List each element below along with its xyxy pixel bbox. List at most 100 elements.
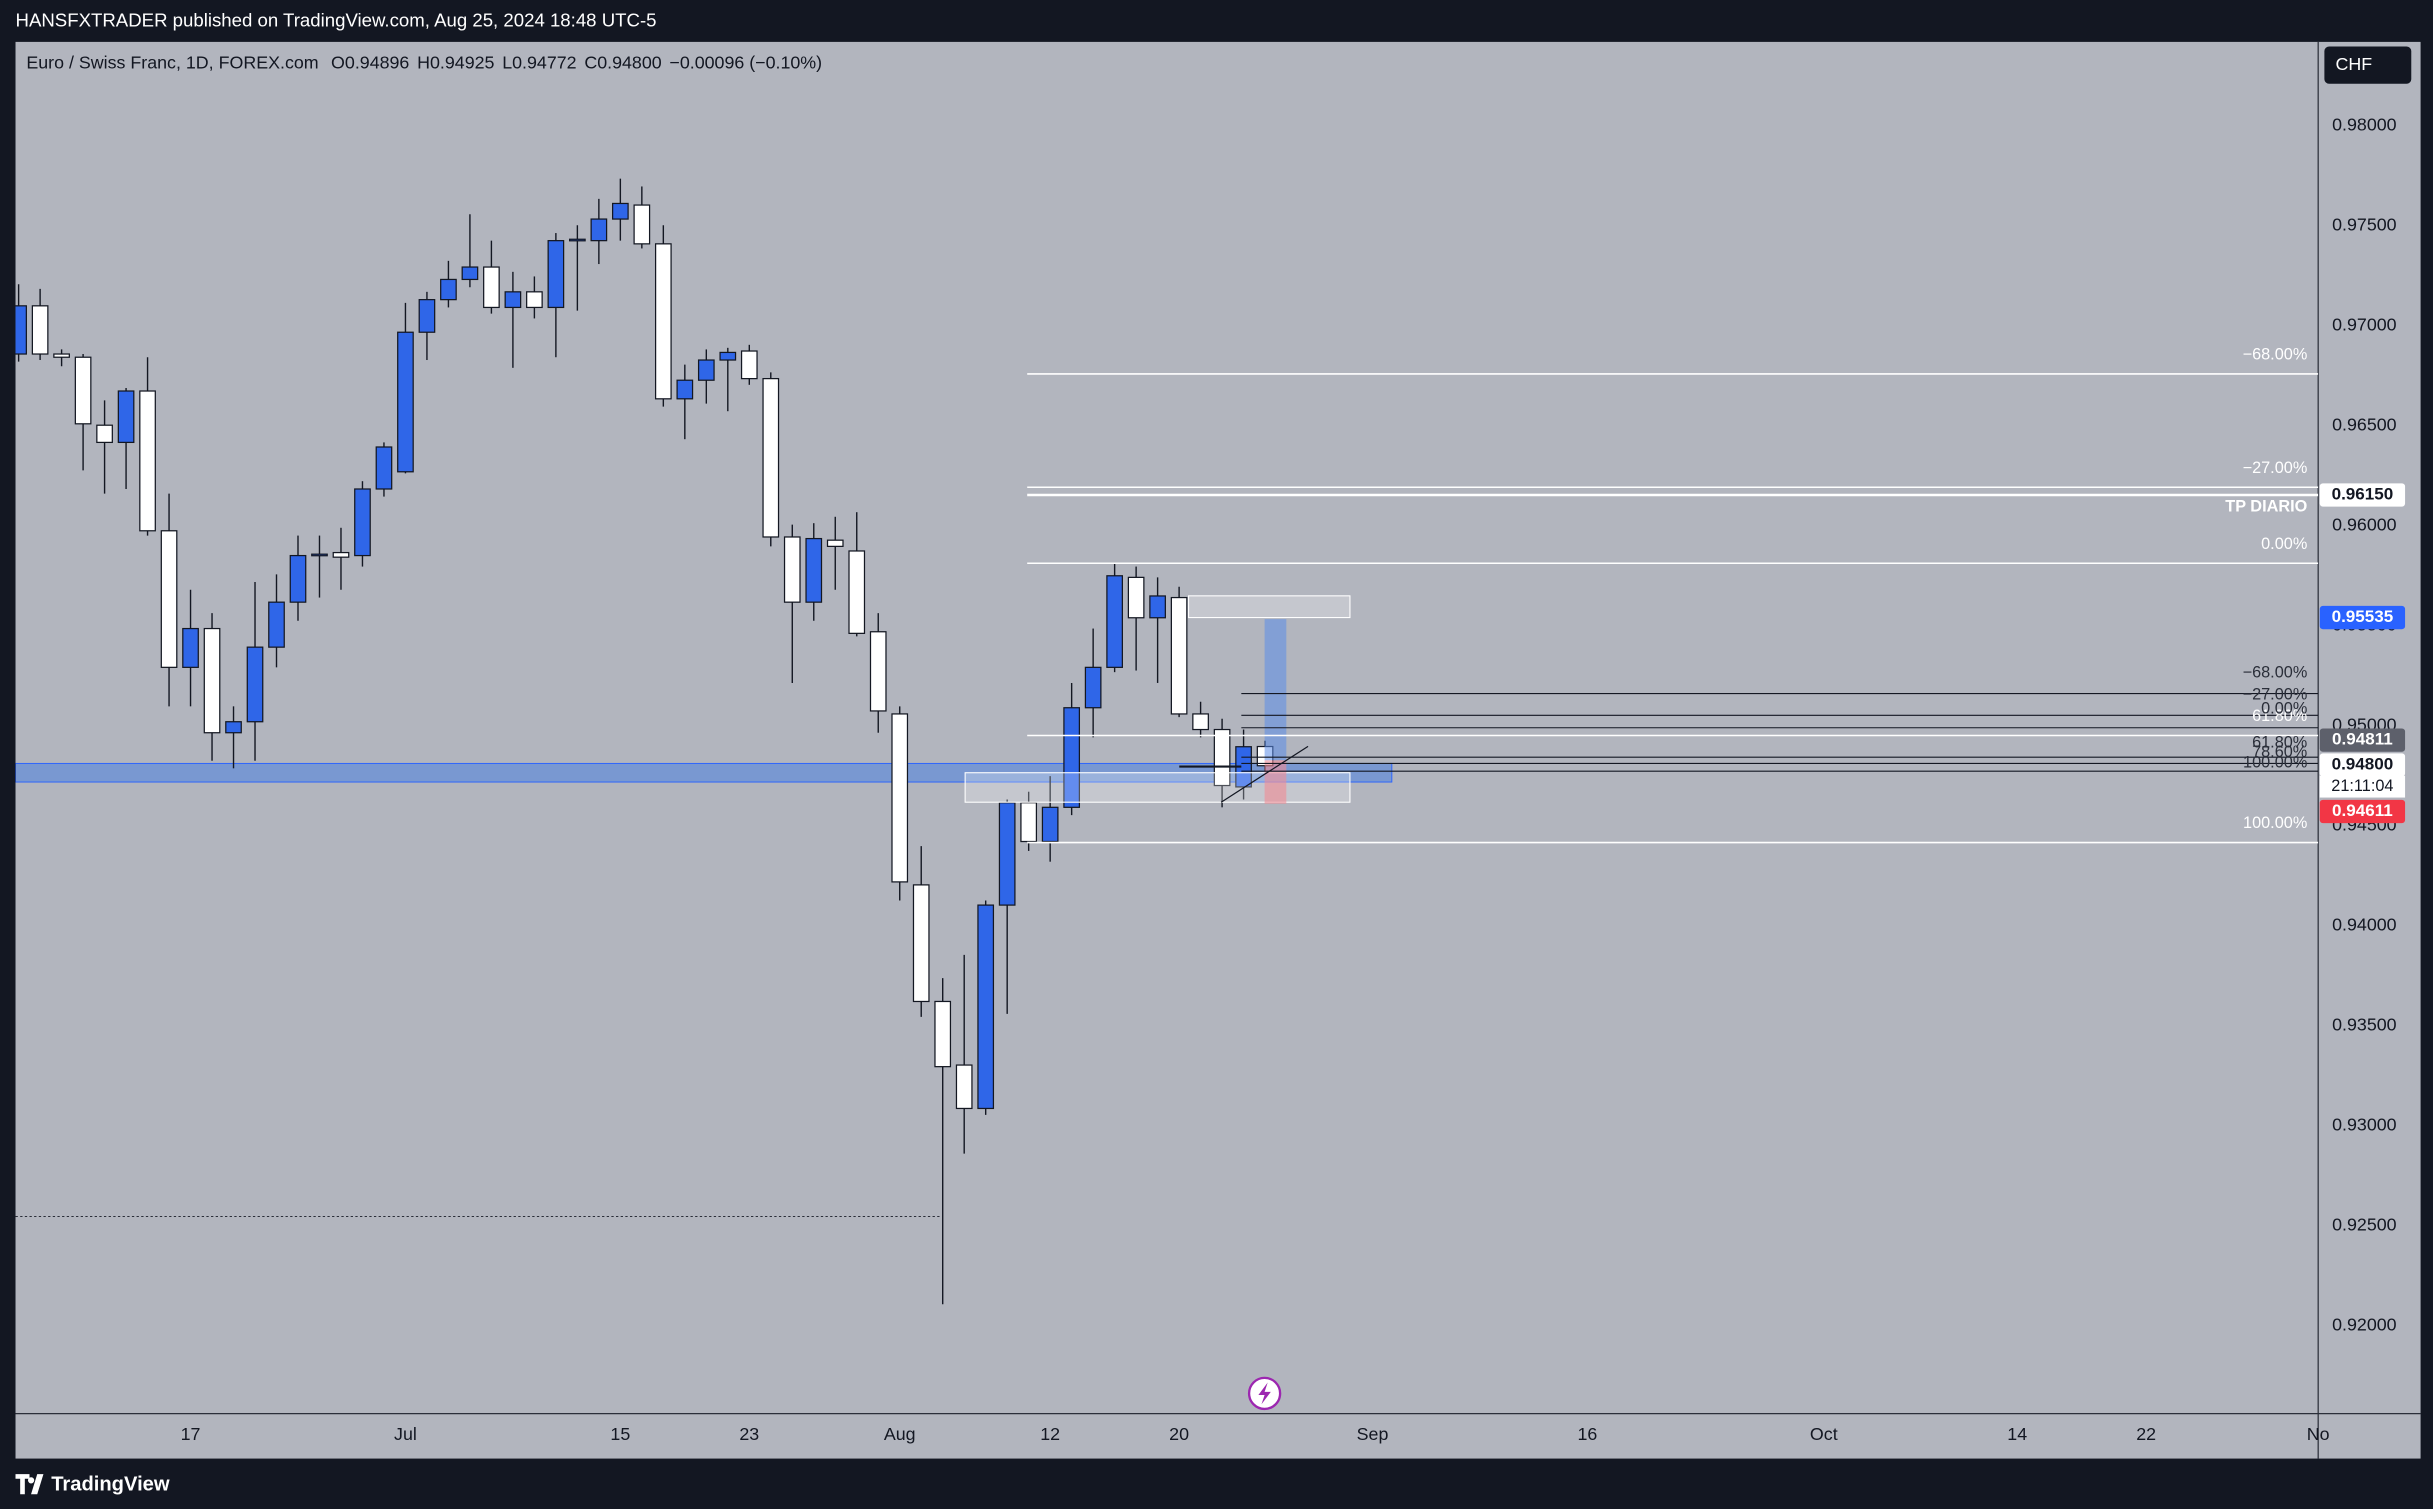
legend-value: 0.94772 — [512, 52, 577, 72]
candle-body — [654, 243, 672, 400]
zone-box — [964, 772, 1351, 803]
price-tag-label: 0.94811 — [2332, 730, 2393, 749]
x-tick-label: 23 — [739, 1424, 759, 1444]
price-tag — [2319, 799, 2406, 824]
candle-body — [697, 359, 715, 381]
y-tick-label: 0.98000 — [2332, 115, 2397, 135]
candle-body — [1192, 713, 1209, 731]
currency[interactable]: CHF — [2336, 54, 2373, 74]
event-icon[interactable] — [1247, 1376, 1282, 1411]
candle-body — [1084, 666, 1102, 709]
candle-body — [805, 537, 823, 603]
fib-lower — [1241, 693, 2319, 772]
price-tag — [2319, 775, 2406, 798]
candle-body — [1020, 802, 1038, 843]
legend-symbol: Euro / Swiss Franc, 1D, FOREX.com — [26, 52, 318, 72]
candle-body — [1170, 596, 1188, 715]
candle-body — [96, 424, 113, 444]
fib-label: −68.00% — [2243, 664, 2308, 682]
price-tag-label: 0.94800 — [2332, 754, 2394, 773]
currency-box[interactable] — [2324, 46, 2412, 84]
candle-body — [354, 488, 371, 557]
y-tick-label: 0.92500 — [2332, 1214, 2397, 1234]
fib-label: 100.00% — [2243, 754, 2307, 772]
trend-line — [1220, 745, 1309, 803]
candle-body — [74, 356, 92, 425]
candle-body — [1041, 806, 1059, 843]
fib-label: 100.00% — [2243, 814, 2307, 832]
footer-brand: TradingView — [51, 1473, 170, 1495]
x-tick-label: 17 — [181, 1424, 201, 1444]
y-tick-label: 0.96000 — [2332, 514, 2397, 534]
legend-change: −0.00096 (−0.10%) — [669, 52, 822, 72]
candle-body — [203, 627, 221, 734]
candle-body — [977, 904, 995, 1110]
x-tick-label: Oct — [1810, 1424, 1838, 1444]
fib-label: −27.00% — [2243, 685, 2308, 703]
candle-body — [31, 305, 49, 355]
tp-label: TP DIARIO — [2225, 498, 2307, 516]
x-tick-label: 12 — [1040, 1424, 1060, 1444]
x-tick-label: 16 — [1578, 1424, 1598, 1444]
price-tag — [2319, 728, 2406, 752]
fib-label: 0.00% — [2261, 699, 2307, 717]
candle-body — [740, 350, 758, 380]
fib-label: −68.00% — [2243, 346, 2308, 364]
candle-body — [53, 353, 70, 358]
x-tick-label: Aug — [884, 1424, 916, 1444]
fib-label: 0.00% — [2261, 535, 2307, 553]
legend-key: H — [417, 52, 430, 72]
x-tick-label: Sep — [1357, 1424, 1389, 1444]
candle-body — [225, 721, 242, 734]
x-tick-label: 14 — [2007, 1424, 2027, 1444]
candle-body — [375, 446, 393, 490]
x-tick-label: 15 — [610, 1424, 630, 1444]
candle-body — [246, 646, 264, 723]
legend: Euro / Swiss Franc, 1D, FOREX.com O0.9489… — [26, 52, 822, 72]
candle-body — [1063, 707, 1081, 808]
candle-body — [783, 536, 801, 603]
y-tick-label: 0.96500 — [2332, 415, 2397, 435]
price-tag-label: 0.94611 — [2332, 801, 2393, 820]
candle-body — [332, 551, 350, 558]
candle-body — [1149, 595, 1166, 619]
candle-body — [139, 390, 156, 532]
support-zone — [15, 762, 1393, 783]
candle-body — [547, 240, 565, 309]
candle-body — [1106, 575, 1123, 668]
drawings-back — [15, 762, 1393, 1218]
y-tick-label: 0.97000 — [2332, 315, 2397, 335]
candle-body — [912, 884, 930, 1003]
price-tag-label: 0.96150 — [2332, 484, 2394, 503]
candle-body — [891, 713, 909, 883]
candle-body — [611, 202, 629, 220]
candle-body — [15, 305, 27, 355]
candle-body — [461, 266, 479, 281]
price-tag-label: 0.95535 — [2332, 607, 2394, 626]
y-tick-label: 0.93500 — [2332, 1014, 2397, 1034]
y-tick-label: 0.92000 — [2332, 1314, 2397, 1334]
legend-key: L — [502, 52, 512, 72]
candle-body — [526, 291, 543, 309]
fib-upper — [1027, 373, 2319, 844]
fib-label: 78.60% — [2252, 743, 2307, 761]
candle-body — [160, 530, 178, 668]
zone-box — [1188, 595, 1351, 619]
price-tag-countdown: 21:11:04 — [2331, 777, 2393, 795]
candle-body — [1213, 728, 1231, 787]
header: HANSFXTRADER published on TradingView.co… — [16, 10, 657, 31]
candle-body — [117, 390, 135, 444]
legend-key: C — [584, 52, 597, 72]
candle-body — [848, 550, 866, 634]
footer: TradingView — [15, 1473, 170, 1495]
candle-body — [719, 351, 737, 361]
event-bolt — [1258, 1382, 1271, 1405]
candle-body — [440, 278, 457, 301]
candle-body — [418, 299, 436, 333]
candle-body — [289, 554, 307, 603]
candle-body — [1127, 576, 1145, 619]
candle-body — [504, 291, 522, 309]
x-tick-label: No — [2307, 1424, 2330, 1444]
candle-body — [633, 204, 651, 245]
